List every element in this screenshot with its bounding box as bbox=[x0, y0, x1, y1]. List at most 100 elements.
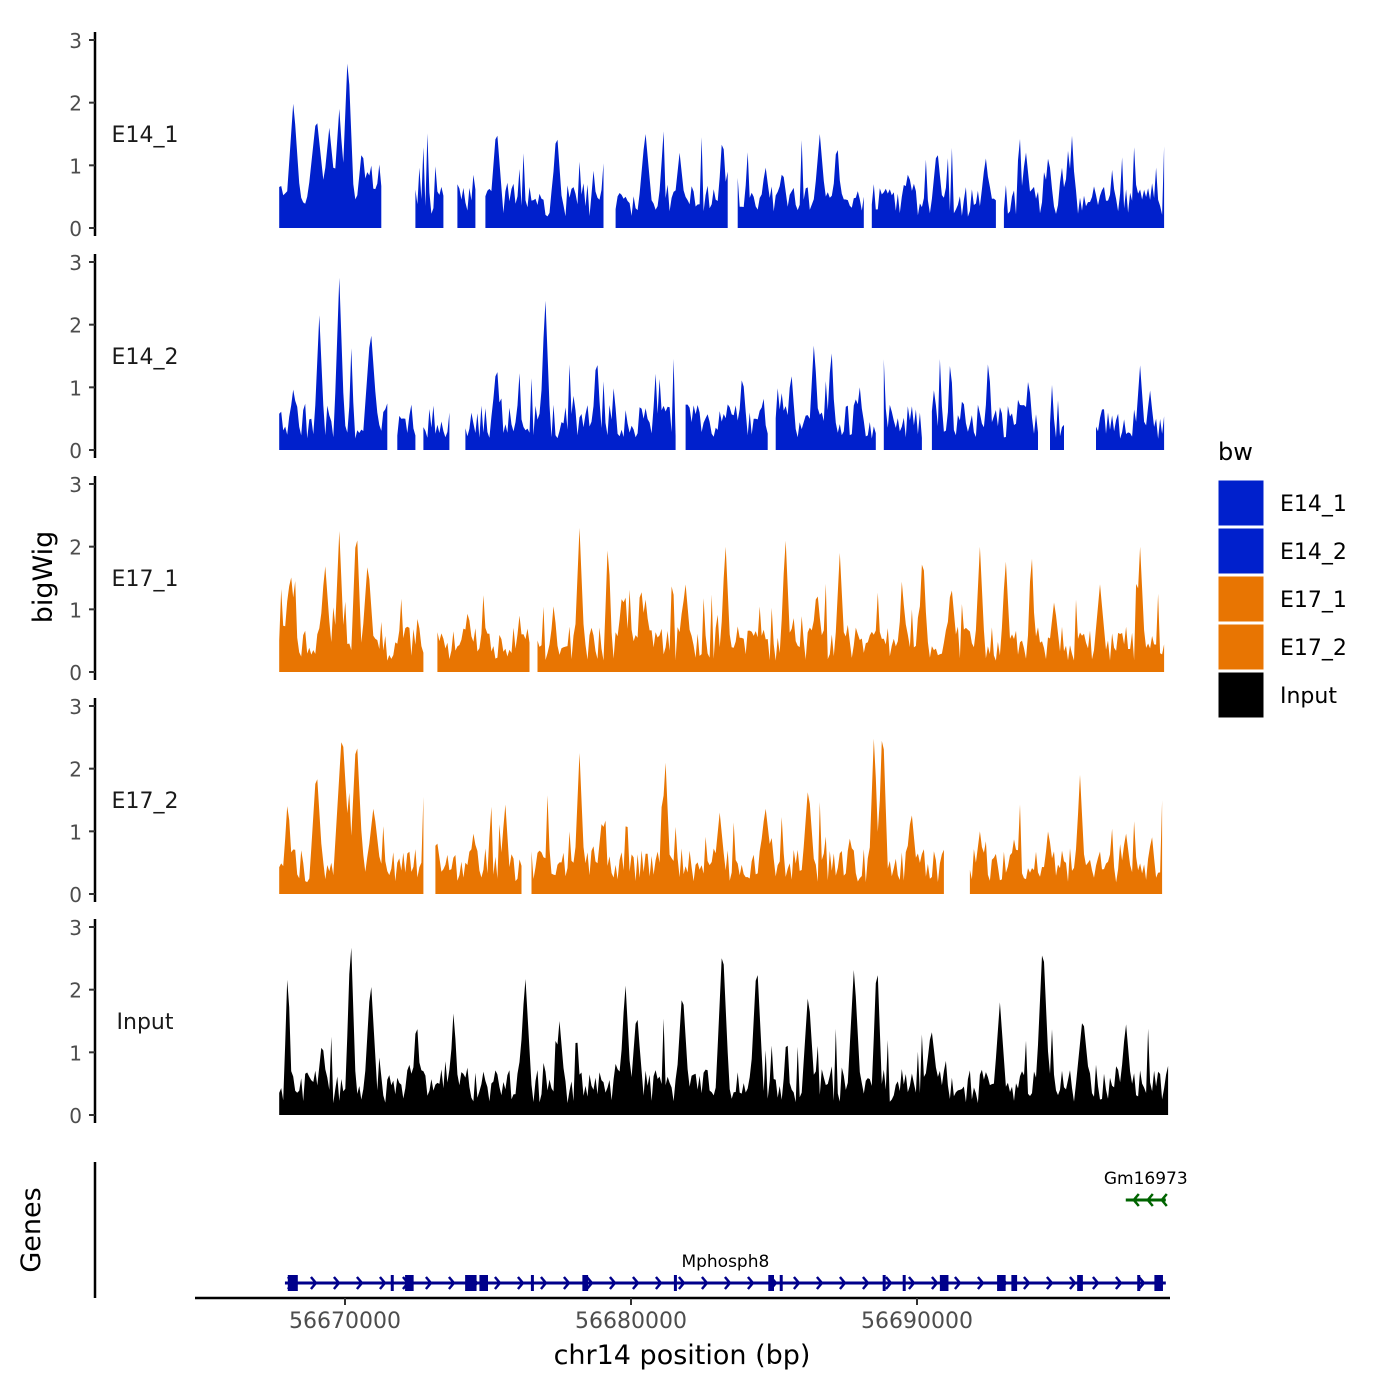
strand-arrow bbox=[838, 1276, 847, 1290]
strand-arrow bbox=[1091, 1276, 1100, 1290]
signal-area bbox=[931, 359, 1038, 450]
legend-label: E17_2 bbox=[1280, 636, 1347, 661]
signal-area bbox=[279, 531, 424, 672]
y-tick-label: 2 bbox=[69, 92, 82, 116]
exon bbox=[530, 1275, 534, 1291]
strand-arrow bbox=[1137, 1276, 1146, 1290]
signal-area bbox=[737, 134, 864, 228]
exon bbox=[1077, 1275, 1083, 1291]
strand-arrow bbox=[1114, 1276, 1123, 1290]
exon bbox=[1011, 1275, 1018, 1291]
genes-axis-title: Genes bbox=[16, 1187, 47, 1272]
strand-arrow bbox=[1132, 1193, 1140, 1207]
signal-area bbox=[279, 742, 424, 894]
track-label: E17_1 bbox=[112, 567, 179, 592]
strand-arrow bbox=[700, 1276, 709, 1290]
legend-swatch bbox=[1217, 623, 1265, 671]
legend-label: E17_1 bbox=[1280, 588, 1347, 613]
strand-arrow bbox=[447, 1276, 456, 1290]
y-tick-label: 2 bbox=[69, 536, 82, 560]
y-tick-label: 3 bbox=[69, 29, 82, 53]
strand-arrow bbox=[930, 1276, 939, 1290]
strand-arrow bbox=[792, 1276, 801, 1290]
track-e17-1: 0 1 2 3 E17_1 bbox=[69, 473, 1165, 685]
strand-arrow bbox=[493, 1276, 502, 1290]
track-label: E17_2 bbox=[112, 789, 179, 814]
signal-area bbox=[415, 133, 444, 228]
y-tick-label: 0 bbox=[69, 217, 82, 241]
legend-swatch bbox=[1217, 479, 1265, 527]
y-tick-label: 1 bbox=[69, 154, 82, 178]
strand-arrow bbox=[861, 1276, 870, 1290]
track-input: 0 1 2 3 Input bbox=[69, 916, 1169, 1128]
signal-area bbox=[279, 63, 382, 228]
strand-arrow bbox=[516, 1276, 525, 1290]
x-tick-label: 56670000 bbox=[289, 1309, 401, 1334]
strand-arrow bbox=[654, 1276, 663, 1290]
strand-arrow bbox=[1068, 1276, 1077, 1290]
y-tick-label: 3 bbox=[69, 695, 82, 719]
x-tick-label: 56690000 bbox=[861, 1309, 973, 1334]
exon bbox=[882, 1275, 886, 1291]
track-label: Input bbox=[117, 1010, 174, 1035]
exon bbox=[390, 1275, 394, 1291]
strand-arrow bbox=[1022, 1276, 1031, 1290]
strand-arrow bbox=[1045, 1276, 1054, 1290]
signal-area bbox=[531, 738, 944, 894]
signal-area bbox=[685, 380, 768, 450]
coverage-tracks: 0 1 2 3 E14_1 0 1 2 3 E14_2 0 1 2 3 E17_1 0 1 2 3 E17_2 0 1 2 3… bbox=[69, 29, 1169, 1128]
legend-item: E14_1 bbox=[1217, 479, 1347, 527]
strand-arrow bbox=[746, 1276, 755, 1290]
strand-arrow bbox=[1160, 1193, 1168, 1207]
x-tick-label: 56680000 bbox=[575, 1309, 687, 1334]
signal-area bbox=[435, 804, 522, 894]
exon bbox=[1137, 1275, 1141, 1291]
y-tick-label: 2 bbox=[69, 314, 82, 338]
y-axis-title: bigWig bbox=[28, 531, 59, 624]
signal-area bbox=[397, 404, 416, 450]
signal-area bbox=[279, 947, 1169, 1115]
exon bbox=[1154, 1275, 1163, 1291]
x-axis-ticks: 56670000 56680000 56690000 bbox=[289, 1298, 973, 1334]
y-tick-label: 0 bbox=[69, 661, 82, 685]
strand-arrow bbox=[953, 1276, 962, 1290]
x-axis: 56670000 56680000 56690000 chr14 position … bbox=[195, 1296, 1170, 1371]
legend-label: Input bbox=[1280, 684, 1337, 709]
track-e14-2: 0 1 2 3 E14_2 bbox=[69, 251, 1165, 463]
signal-area bbox=[1003, 135, 1165, 228]
exon bbox=[479, 1275, 488, 1291]
exon bbox=[582, 1275, 589, 1291]
exon bbox=[902, 1275, 906, 1291]
exon bbox=[465, 1275, 477, 1291]
strand-arrow bbox=[378, 1276, 387, 1290]
legend-swatch bbox=[1217, 671, 1265, 719]
signal-area bbox=[437, 595, 530, 672]
gene-gm16973: Gm16973 bbox=[1104, 1169, 1188, 1207]
gene-mphosph8: Mphosph8 bbox=[284, 1252, 1166, 1291]
track-e14-1: 0 1 2 3 E14_1 bbox=[69, 29, 1165, 241]
y-tick-label: 2 bbox=[69, 758, 82, 782]
strand-arrow bbox=[608, 1276, 617, 1290]
signal-area bbox=[279, 277, 388, 450]
signal-area bbox=[883, 359, 922, 450]
strand-arrow bbox=[723, 1276, 732, 1290]
strand-arrow bbox=[907, 1276, 916, 1290]
y-tick-label: 0 bbox=[69, 883, 82, 907]
legend-label: E14_2 bbox=[1280, 540, 1347, 565]
strand-arrow bbox=[677, 1276, 686, 1290]
y-tick-label: 3 bbox=[69, 916, 82, 940]
legend-item: E17_2 bbox=[1217, 623, 1347, 671]
legend-item: E17_1 bbox=[1217, 575, 1347, 623]
x-axis-title: chr14 position (bp) bbox=[554, 1340, 811, 1371]
legend-item: Input bbox=[1217, 671, 1337, 719]
signal-area bbox=[457, 174, 476, 228]
signal-area bbox=[871, 147, 996, 228]
y-tick-label: 1 bbox=[69, 376, 82, 400]
strand-arrow bbox=[309, 1276, 318, 1290]
track-label: E14_2 bbox=[112, 345, 179, 370]
strand-arrow bbox=[1146, 1193, 1154, 1207]
legend-title: bw bbox=[1218, 438, 1253, 466]
legend-label: E14_1 bbox=[1280, 492, 1347, 517]
signal-area bbox=[1096, 365, 1165, 450]
